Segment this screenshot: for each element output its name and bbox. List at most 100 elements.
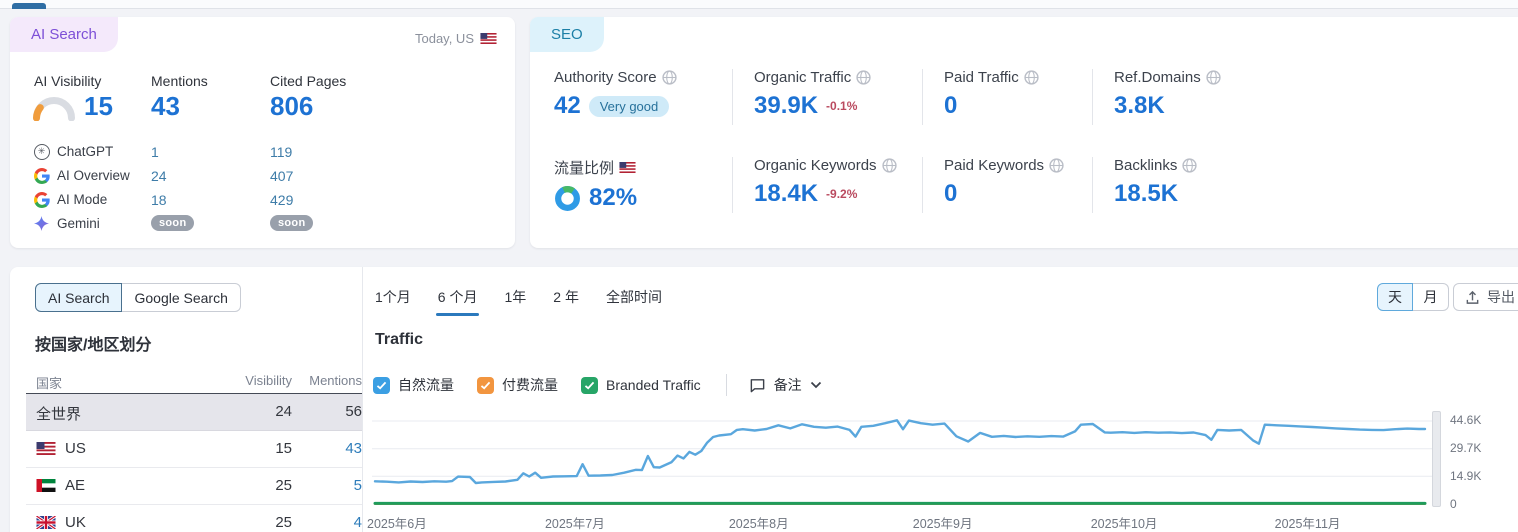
engine-cited[interactable]: 429 <box>270 192 294 208</box>
mentions-value: 56 <box>345 403 362 420</box>
metric-change: -9.2% <box>826 187 858 201</box>
engine-mentions[interactable]: 24 <box>151 168 167 184</box>
seo-badge[interactable]: SEO <box>530 17 604 52</box>
divider <box>26 393 362 394</box>
export-label: 导出 <box>1487 289 1515 305</box>
active-tab-indicator[interactable] <box>12 3 46 9</box>
legend-checkbox[interactable] <box>373 376 390 394</box>
globe-info-icon[interactable] <box>1049 158 1064 173</box>
metric-value: 39.9K <box>754 92 819 119</box>
period-tab-2y[interactable]: 2 年 <box>553 289 579 305</box>
legend-label: 付费流量 <box>502 377 558 393</box>
metric-value: 18.4K <box>754 180 819 207</box>
globe-info-icon[interactable] <box>661 70 677 85</box>
mentions-value[interactable]: 43 <box>345 440 362 457</box>
table-row-us[interactable]: US 15 43 <box>26 431 362 468</box>
chart-legend: 自然流量 付费流量 Branded Traffic 备注 <box>373 374 822 396</box>
globe-info-icon[interactable] <box>881 158 897 173</box>
chart-scroll-handle[interactable] <box>1432 411 1441 507</box>
legend-label: 自然流量 <box>398 377 454 393</box>
soon-badge: soon <box>151 215 195 231</box>
x-axis-label: 2025年7月 <box>544 517 605 531</box>
notes-label: 备注 <box>773 377 802 393</box>
legend-checkbox[interactable] <box>477 376 494 394</box>
check-icon <box>376 381 387 389</box>
chevron-down-icon <box>810 381 821 389</box>
us-flag-icon <box>36 442 56 455</box>
engine-row-chatgpt: ✳ ChatGPT 1 119 <box>10 141 515 165</box>
metric-organic-keywords: Organic Keywords 18.4K -9.2% <box>754 157 944 208</box>
mentions-value[interactable]: 5 <box>353 477 362 494</box>
export-button[interactable]: 导出 <box>1453 283 1518 311</box>
x-axis-label: 2025年10月 <box>1090 517 1158 531</box>
legend-organic-traffic[interactable]: 自然流量 <box>373 375 454 395</box>
engine-name: AI Overview <box>57 168 130 183</box>
globe-info-icon[interactable] <box>1206 70 1221 85</box>
google-icon <box>33 167 50 184</box>
x-axis-label: 2025年11月 <box>1274 517 1341 531</box>
legend-branded-traffic[interactable]: Branded Traffic <box>581 376 701 394</box>
tab-ai-search[interactable]: AI Search <box>35 283 123 312</box>
table-row-ae[interactable]: AE 25 5 <box>26 468 362 505</box>
legend-paid-traffic[interactable]: 付费流量 <box>477 375 558 395</box>
table-row-worldwide[interactable]: 全世界 24 56 <box>26 394 362 431</box>
metric-label: 流量比例 <box>554 160 615 177</box>
ai-search-card: AI Search Today, US AI Visibility Mentio… <box>10 17 515 248</box>
engine-row-ai-overview: AI Overview 24 407 <box>10 165 515 189</box>
engine-name: Gemini <box>57 216 100 231</box>
engine-row-ai-mode: AI Mode 18 429 <box>10 189 515 213</box>
period-tab-1y[interactable]: 1年 <box>504 289 527 305</box>
period-tab-1m[interactable]: 1个月 <box>375 289 411 305</box>
country-section-title: 按国家/地区划分 <box>35 337 152 354</box>
header-mentions[interactable]: Mentions <box>309 373 362 388</box>
metric-paid-keywords: Paid Keywords 0 <box>944 157 1134 208</box>
country-label: AE <box>65 477 86 494</box>
metric-organic-traffic: Organic Traffic 39.9K -0.1% <box>754 69 944 120</box>
granularity-month-button[interactable]: 月 <box>1413 283 1449 311</box>
engine-mentions[interactable]: 1 <box>151 144 159 160</box>
metric-paid-traffic: Paid Traffic 0 <box>944 69 1134 120</box>
metric-value: 3.8K <box>1114 92 1165 119</box>
tab-google-search[interactable]: Google Search <box>122 283 241 312</box>
table-row-uk[interactable]: UK 25 4 <box>26 505 362 532</box>
country-label: UK <box>65 514 86 531</box>
us-flag-icon <box>480 33 497 44</box>
legend-checkbox[interactable] <box>581 376 598 394</box>
y-axis-tick: 44.6K <box>1450 413 1482 427</box>
period-tab-all[interactable]: 全部时间 <box>605 289 662 305</box>
metric-label: Paid Keywords <box>944 157 1045 174</box>
globe-info-icon[interactable] <box>1024 70 1039 85</box>
legend-label: Branded Traffic <box>606 377 701 393</box>
period-tab-6m[interactable]: 6 个月 <box>435 287 480 316</box>
ai-search-badge[interactable]: AI Search <box>10 17 118 52</box>
chart-title: Traffic <box>375 331 424 348</box>
country-name: 全世界 <box>36 406 82 423</box>
traffic-line-chart[interactable] <box>372 410 1432 506</box>
gemini-icon <box>33 215 50 232</box>
engine-cited[interactable]: 119 <box>270 144 293 160</box>
country-name: UK <box>36 514 86 531</box>
check-icon <box>480 381 491 389</box>
engine-mentions[interactable]: 18 <box>151 192 167 208</box>
globe-info-icon[interactable] <box>856 70 871 85</box>
header-country[interactable]: 国家 <box>36 376 63 391</box>
x-axis-label: 2025年8月 <box>728 517 789 531</box>
notes-dropdown[interactable]: 备注 <box>749 375 822 395</box>
x-axis-label: 2025年9月 <box>912 517 973 531</box>
country-name: AE <box>36 477 85 494</box>
granularity-day-button[interactable]: 天 <box>1377 283 1413 311</box>
traffic-analysis-card: AI Search Google Search 按国家/地区划分 国家 Visi… <box>10 267 1518 532</box>
engine-name: ChatGPT <box>57 144 114 159</box>
mentions-value[interactable]: 4 <box>353 514 362 531</box>
comment-icon <box>750 378 765 392</box>
seo-card: SEO Authority Score 42 Very good Organic… <box>530 17 1518 248</box>
date-scope: Today, US <box>415 31 497 46</box>
engine-cited[interactable]: 407 <box>270 168 294 184</box>
metric-value: 18.5K <box>1114 180 1179 207</box>
globe-info-icon[interactable] <box>1182 158 1197 173</box>
divider <box>732 69 733 125</box>
header-visibility[interactable]: Visibility <box>245 373 292 388</box>
us-flag-icon <box>619 162 636 173</box>
col-ai-visibility: AI Visibility <box>34 73 102 89</box>
